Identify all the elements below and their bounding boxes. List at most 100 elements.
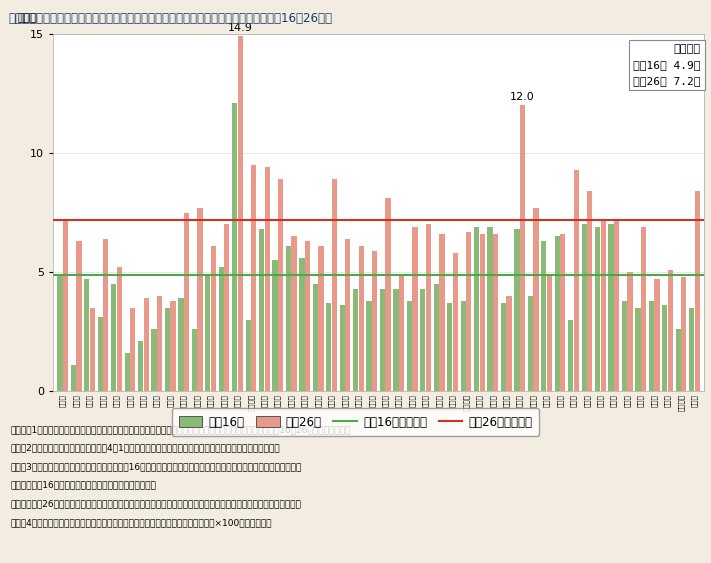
Bar — [434, 284, 439, 391]
Bar — [533, 208, 539, 391]
Bar — [358, 246, 364, 391]
Bar — [595, 227, 600, 391]
Bar — [340, 306, 345, 391]
Bar — [399, 275, 404, 391]
Bar — [439, 234, 444, 391]
Bar — [622, 301, 627, 391]
Bar — [326, 303, 331, 391]
Bar — [528, 296, 533, 391]
Bar — [453, 253, 458, 391]
Bar — [305, 241, 310, 391]
Bar — [111, 284, 117, 391]
Bar — [474, 227, 479, 391]
Text: 14.9: 14.9 — [228, 23, 252, 33]
Bar — [695, 191, 700, 391]
Bar — [130, 308, 135, 391]
Bar — [90, 308, 95, 391]
Bar — [198, 208, 203, 391]
Text: 12.0: 12.0 — [510, 92, 535, 102]
Bar — [210, 246, 216, 391]
Bar — [380, 289, 385, 391]
Bar — [299, 258, 304, 391]
Bar — [151, 329, 156, 391]
Bar — [97, 318, 103, 391]
Text: （％）: （％） — [18, 13, 38, 23]
Bar — [393, 289, 399, 391]
Bar — [178, 298, 183, 391]
Bar — [171, 301, 176, 391]
Bar — [124, 353, 130, 391]
Bar — [668, 270, 673, 391]
Bar — [117, 267, 122, 391]
Bar — [192, 329, 197, 391]
Bar — [541, 241, 547, 391]
Bar — [237, 36, 243, 391]
Text: 2．調査時点は，原則として各年4月1日現在であるが，各地方自治体の事情により異なる場合がある。: 2．調査時点は，原則として各年4月1日現在であるが，各地方自治体の事情により異な… — [11, 444, 280, 453]
Text: Ｉ－特－６図　地方公務員（都道府県）管理職に占める女性の割合（都道府県別，平成16，26年）: Ｉ－特－６図 地方公務員（都道府県）管理職に占める女性の割合（都道府県別，平成1… — [9, 12, 333, 25]
Bar — [353, 289, 358, 391]
Bar — [76, 241, 82, 391]
Bar — [366, 301, 372, 391]
Bar — [286, 246, 291, 391]
Bar — [488, 227, 493, 391]
Bar — [420, 289, 425, 391]
Bar — [514, 229, 520, 391]
Bar — [332, 179, 337, 391]
Bar — [574, 169, 579, 391]
Bar — [636, 308, 641, 391]
Bar — [345, 239, 351, 391]
Bar — [654, 279, 660, 391]
Text: （備考）1．内閣府「地方公共団体における男女共同参画社会の形成又は女性に関する施策の推進状況」（平成16，26年度）より作成。: （備考）1．内閣府「地方公共団体における男女共同参画社会の形成又は女性に関する施… — [11, 425, 351, 434]
Bar — [272, 260, 277, 391]
Bar — [506, 296, 512, 391]
Bar — [71, 365, 76, 391]
Bar — [555, 236, 560, 391]
Bar — [501, 303, 506, 391]
Bar — [385, 198, 391, 391]
Bar — [218, 267, 224, 391]
Bar — [313, 284, 318, 391]
Bar — [412, 227, 417, 391]
Bar — [689, 308, 695, 391]
Bar — [609, 225, 614, 391]
Bar — [205, 275, 210, 391]
Bar — [461, 301, 466, 391]
Bar — [582, 225, 587, 391]
Bar — [232, 103, 237, 391]
Legend: 平成16年, 平成26年, 平成16年全国平均, 平成26年全国平均: 平成16年, 平成26年, 平成16年全国平均, 平成26年全国平均 — [171, 408, 540, 436]
Bar — [138, 341, 143, 391]
Bar — [157, 296, 162, 391]
Bar — [493, 234, 498, 391]
Bar — [426, 225, 431, 391]
Bar — [372, 251, 378, 391]
Bar — [58, 275, 63, 391]
Bar — [245, 320, 251, 391]
Bar — [587, 191, 592, 391]
Bar — [447, 303, 452, 391]
Text: 平成26年：管理職手当を支給されている職員（管理又は監督の地位にある職員）のうち条例等で指定する役職: 平成26年：管理職手当を支給されている職員（管理又は監督の地位にある職員）のうち… — [11, 499, 301, 508]
Bar — [63, 220, 68, 391]
Bar — [662, 306, 668, 391]
Bar — [614, 220, 619, 391]
Bar — [480, 234, 485, 391]
Bar — [568, 320, 573, 391]
Text: 全国平均
平成16年 4.9％
平成26年 7.2％: 全国平均 平成16年 4.9％ 平成26年 7.2％ — [633, 44, 700, 86]
Bar — [319, 246, 324, 391]
Bar — [520, 105, 525, 391]
Bar — [466, 231, 471, 391]
Bar — [259, 229, 264, 391]
Bar — [648, 301, 654, 391]
Bar — [641, 227, 646, 391]
Bar — [681, 277, 686, 391]
Bar — [407, 301, 412, 391]
Bar — [165, 308, 170, 391]
Text: 4．全国平均は，「全都道府県の女性管理職数」／「全都道府県の管理職数」×100により算出。: 4．全国平均は，「全都道府県の女性管理職数」／「全都道府県の管理職数」×100に… — [11, 518, 272, 527]
Bar — [144, 298, 149, 391]
Bar — [675, 329, 681, 391]
Bar — [103, 239, 109, 391]
Bar — [184, 213, 189, 391]
Bar — [264, 167, 269, 391]
Bar — [292, 236, 296, 391]
Bar — [547, 275, 552, 391]
Bar — [278, 179, 283, 391]
